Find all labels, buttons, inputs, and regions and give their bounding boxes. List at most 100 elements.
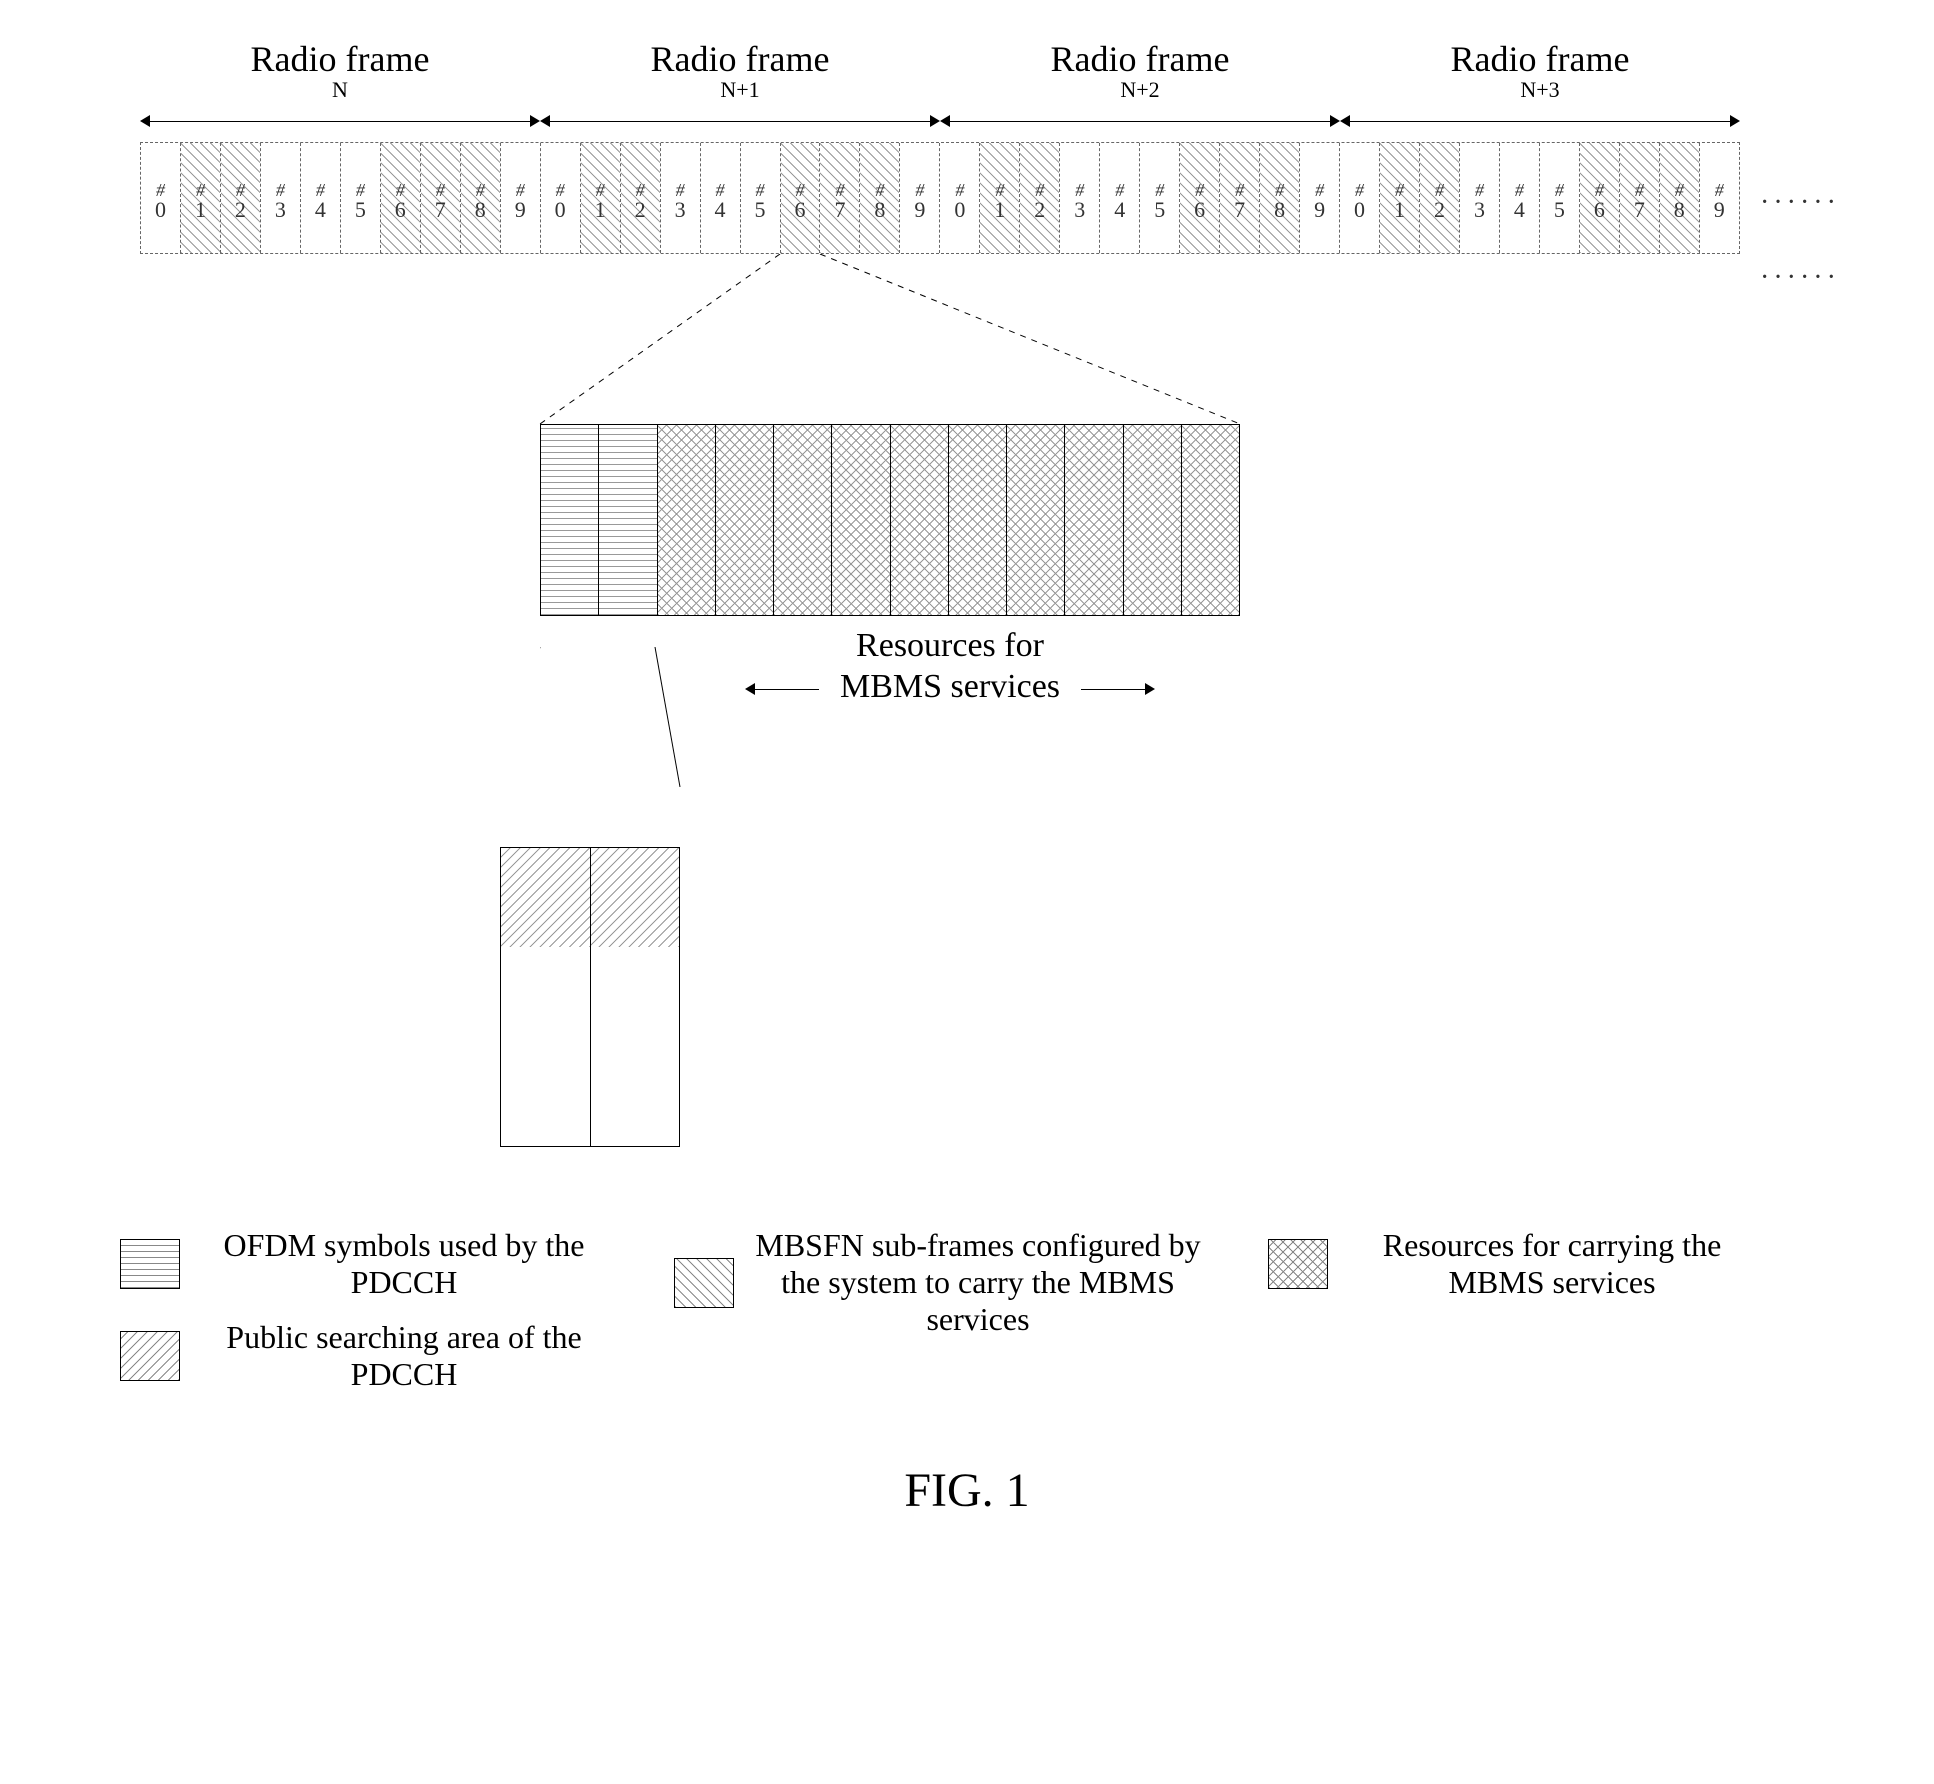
subframe-label: #8 bbox=[1674, 181, 1685, 221]
subframe-label: #8 bbox=[475, 181, 486, 221]
frame-sub-1: N+1 bbox=[540, 78, 940, 102]
legend-public-search: Public searching area of the PDCCH bbox=[120, 1319, 614, 1393]
subframe: #9 bbox=[1700, 143, 1739, 253]
pdcch-detail-block bbox=[500, 847, 680, 1147]
subframe: #3 bbox=[661, 143, 701, 253]
frame-arrow-2 bbox=[940, 106, 1340, 136]
subframe-label: #1 bbox=[1394, 181, 1405, 221]
frame-sub-3: N+3 bbox=[1340, 78, 1740, 102]
subframe: #7 bbox=[820, 143, 860, 253]
frame-header-0: Radio frame N bbox=[140, 40, 540, 102]
subframe-label: #5 bbox=[755, 181, 766, 221]
subframe: #3 bbox=[1060, 143, 1100, 253]
subframe: #5 bbox=[741, 143, 781, 253]
frame-title-1: Radio frame bbox=[651, 39, 830, 79]
trailing-dots-strip: ······ bbox=[1760, 187, 1840, 219]
legend-resources-mbms: Resources for carrying the MBMS services bbox=[1268, 1227, 1762, 1301]
subframe-label: #0 bbox=[155, 181, 166, 221]
swatch-ofdm-pdcch bbox=[120, 1239, 180, 1289]
subframe: #5 bbox=[1540, 143, 1580, 253]
mbms-resource-col bbox=[1007, 425, 1065, 615]
legend-text-resources: Resources for carrying the MBMS services bbox=[1342, 1227, 1762, 1301]
subframe-label: #9 bbox=[1714, 181, 1725, 221]
subframe-label: #2 bbox=[635, 181, 646, 221]
subframe: #8 bbox=[461, 143, 501, 253]
subframe-label: #4 bbox=[715, 181, 726, 221]
subframe: #4 bbox=[701, 143, 741, 253]
subframe: #2 bbox=[221, 143, 261, 253]
pdcch-ofdm-col bbox=[541, 425, 599, 615]
subframe-label: #5 bbox=[1554, 181, 1565, 221]
subframe-label: #5 bbox=[355, 181, 366, 221]
mbms-resource-col bbox=[1065, 425, 1123, 615]
subframe-label: #7 bbox=[1634, 181, 1645, 221]
subframe-label: #1 bbox=[994, 181, 1005, 221]
subframe-label: #4 bbox=[1114, 181, 1125, 221]
subframe-label: #1 bbox=[595, 181, 606, 221]
frame-title-3: Radio frame bbox=[1451, 39, 1630, 79]
subframe: #5 bbox=[1140, 143, 1180, 253]
mbms-resource-col bbox=[949, 425, 1007, 615]
frame-header-2: Radio frame N+2 bbox=[940, 40, 1340, 102]
subframe-strip: #0 #1 #2 #3 #4 #5 #6 #7 #8 #9 #0 #1 #2 #3 #4 #5 #6 #7 #8 #9… bbox=[140, 142, 1740, 254]
frame-header-1: Radio frame N+1 bbox=[540, 40, 940, 102]
subframe: #7 bbox=[1620, 143, 1660, 253]
subframe-label: #3 bbox=[1474, 181, 1485, 221]
subframe: #2 bbox=[1020, 143, 1060, 253]
zoom-projection-2 bbox=[540, 707, 1240, 847]
subframe-label: #5 bbox=[1154, 181, 1165, 221]
subframe: #6 bbox=[1580, 143, 1620, 253]
subframe: #2 bbox=[621, 143, 661, 253]
subframe-label: #8 bbox=[1274, 181, 1285, 221]
frame-header-3: Radio frame N+3 bbox=[1340, 40, 1740, 102]
subframe-label: #9 bbox=[515, 181, 526, 221]
subframe: #7 bbox=[421, 143, 461, 253]
subframe-label: #4 bbox=[1514, 181, 1525, 221]
subframe: #9 bbox=[1300, 143, 1340, 253]
subframe: #8 bbox=[1260, 143, 1300, 253]
figure-caption: FIG. 1 bbox=[40, 1463, 1894, 1518]
subframe: #4 bbox=[1500, 143, 1540, 253]
zoom-svg-2 bbox=[540, 647, 1240, 787]
subframe: #0 bbox=[541, 143, 581, 253]
swatch-mbsfn bbox=[674, 1258, 734, 1308]
subframe-label: #6 bbox=[1194, 181, 1205, 221]
subframe: #8 bbox=[1660, 143, 1700, 253]
subframe: #9 bbox=[501, 143, 541, 253]
mbms-resource-col bbox=[891, 425, 949, 615]
mbms-resource-col bbox=[1124, 425, 1182, 615]
frame-arrow-row bbox=[140, 106, 1740, 136]
figure-1-diagram: Radio frame N Radio frame N+1 Radio fram… bbox=[40, 40, 1894, 1518]
subframe-label: #2 bbox=[1034, 181, 1045, 221]
legend: OFDM symbols used by the PDCCH Public se… bbox=[120, 1227, 1820, 1392]
legend-text-public: Public searching area of the PDCCH bbox=[194, 1319, 614, 1393]
subframe: #6 bbox=[381, 143, 421, 253]
subframe-label: #4 bbox=[315, 181, 326, 221]
frame-title-2: Radio frame bbox=[1051, 39, 1230, 79]
pdcch-col-0 bbox=[501, 848, 591, 1146]
mbms-resource-col bbox=[658, 425, 716, 615]
legend-text-ofdm: OFDM symbols used by the PDCCH bbox=[194, 1227, 614, 1301]
public-search-region-1 bbox=[591, 848, 680, 946]
frames-header-row: Radio frame N Radio frame N+1 Radio fram… bbox=[140, 40, 1740, 102]
zoom-projection-1 bbox=[140, 254, 1740, 424]
subframe-label: #0 bbox=[954, 181, 965, 221]
subframe-label: #9 bbox=[914, 181, 925, 221]
pdcch-ofdm-col bbox=[599, 425, 657, 615]
subframe-label: #7 bbox=[1234, 181, 1245, 221]
subframe-label: #7 bbox=[435, 181, 446, 221]
frame-sub-0: N bbox=[140, 78, 540, 102]
legend-col-2: MBSFN sub-frames configured by the syste… bbox=[674, 1227, 1208, 1337]
subframe-label: #7 bbox=[834, 181, 845, 221]
subframe-label: #9 bbox=[1314, 181, 1325, 221]
subframe-label: #2 bbox=[1434, 181, 1445, 221]
subframe-label: #2 bbox=[235, 181, 246, 221]
subframe-label: #6 bbox=[1594, 181, 1605, 221]
public-search-region-0 bbox=[501, 848, 590, 946]
subframe-label: #0 bbox=[1354, 181, 1365, 221]
subframe: #8 bbox=[860, 143, 900, 253]
subframe: #1 bbox=[181, 143, 221, 253]
subframe: #2 bbox=[1420, 143, 1460, 253]
frame-sub-2: N+2 bbox=[940, 78, 1340, 102]
mbms-resource-col bbox=[716, 425, 774, 615]
